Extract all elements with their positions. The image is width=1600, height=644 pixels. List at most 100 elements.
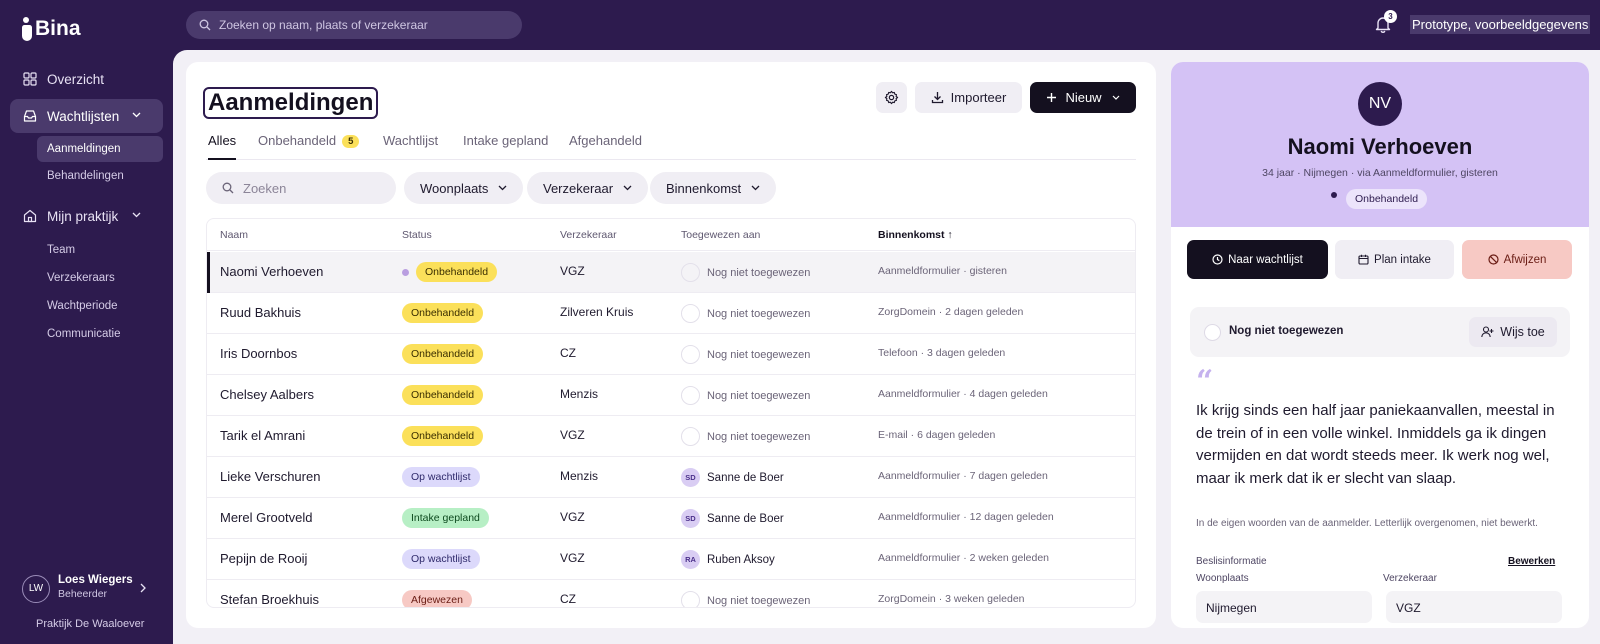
nav-my-practice-label: Mijn praktijk xyxy=(47,208,119,224)
column-arrival[interactable]: Binnenkomst ↑ xyxy=(878,229,953,241)
user-name: Loes Wiegers xyxy=(58,574,133,586)
column-name[interactable]: Naam xyxy=(220,229,249,241)
detail-header: NV Naomi Verhoeven 34 jaar · Nijmegen · … xyxy=(1171,62,1589,227)
arrival-info: Aanmeldformulier · 4 dagen geleden xyxy=(878,388,1048,400)
edit-link[interactable]: Bewerken xyxy=(1508,556,1556,567)
column-assignee[interactable]: Toegewezen aan xyxy=(681,229,761,241)
quote-icon: “ xyxy=(1196,364,1214,399)
assignee[interactable]: Nog niet toegewezen xyxy=(681,304,810,323)
tab-unprocessed[interactable]: Onbehandeld 5 xyxy=(258,133,360,160)
nav-waitlists[interactable]: Wachtlijsten xyxy=(10,99,163,133)
arrival-info: ZorgDomein · 3 weken geleden xyxy=(878,593,1025,605)
field-label-city: Woonplaats xyxy=(1196,573,1249,584)
assignment-status: Nog niet toegewezen xyxy=(1229,325,1344,337)
nav-insurers[interactable]: Verzekeraars xyxy=(47,272,115,284)
arrival-info: ZorgDomein · 2 dagen geleden xyxy=(878,306,1024,318)
filter-insurer[interactable]: Verzekeraar xyxy=(527,172,649,204)
to-waitlist-button[interactable]: Naar wachtlijst xyxy=(1187,240,1328,279)
search-icon xyxy=(199,19,211,31)
table-row[interactable]: Stefan Broekhuis Afgewezen CZ Nog niet toeg… xyxy=(207,580,1135,607)
assignee[interactable]: Nog niet toegewezen xyxy=(681,591,811,607)
assignee[interactable]: Nog niet toegewezen xyxy=(681,386,810,405)
assignee[interactable]: Nog niet toegewezen xyxy=(681,427,810,446)
arrival-info: Aanmeldformulier · 12 dagen geleden xyxy=(878,511,1054,523)
quote-note: In de eigen woorden van de aanmelder. Le… xyxy=(1196,518,1538,529)
registrations-card xyxy=(186,62,1156,628)
chevron-down-icon xyxy=(1112,95,1119,100)
table-row[interactable]: Chelsey Aalbers Onbehandeld Menzis Nog niet… xyxy=(207,375,1135,416)
global-search-input[interactable]: Zoeken op naam, plaats of verzekeraar xyxy=(186,11,522,39)
tab-waitlist[interactable]: Wachtlijst xyxy=(383,133,438,160)
avatar: RA xyxy=(681,550,700,569)
plan-intake-button[interactable]: Plan intake xyxy=(1335,240,1454,279)
reject-button[interactable]: Afwijzen xyxy=(1462,240,1572,279)
insurer: Zilveren Kruis xyxy=(560,305,634,319)
nav-overview[interactable]: Overzicht xyxy=(10,62,163,96)
prototype-label: Prototype, voorbeeldgegevens xyxy=(1410,15,1591,34)
insurer: VGZ xyxy=(560,551,585,565)
plus-icon xyxy=(1047,93,1057,102)
chevron-right-icon xyxy=(140,583,146,593)
empty-avatar xyxy=(681,427,700,446)
insurer: CZ xyxy=(560,592,576,606)
table-row[interactable]: Naomi Verhoeven Onbehandeld VGZ Nog niet to… xyxy=(207,252,1135,293)
applicant-name: Naomi Verhoeven xyxy=(220,264,324,279)
insurer-field[interactable]: VGZ xyxy=(1386,591,1562,623)
assignee-name: Nog niet toegewezen xyxy=(707,430,811,443)
table-row[interactable]: Merel Grootveld Intake gepland VGZ SD Sanne … xyxy=(207,498,1135,539)
user-menu[interactable]: LW Loes Wiegers Beheerder xyxy=(22,572,162,608)
table-header: Naam Status Verzekeraar Toegewezen aan B… xyxy=(207,219,1135,251)
registrations-table: Naam Status Verzekeraar Toegewezen aan B… xyxy=(206,218,1136,608)
tab-intake-planned[interactable]: Intake gepland xyxy=(463,133,548,160)
settings-button[interactable] xyxy=(876,82,907,113)
search-icon xyxy=(222,182,234,194)
avatar: NV xyxy=(1358,82,1402,126)
assignee[interactable]: RA Ruben Aksoy xyxy=(681,550,775,569)
column-insurer[interactable]: Verzekeraar xyxy=(560,229,617,241)
app-logo[interactable]: Bina xyxy=(22,17,81,41)
user-plus-icon xyxy=(1481,326,1494,338)
filter-city[interactable]: Woonplaats xyxy=(404,172,524,204)
reject-label: Afwijzen xyxy=(1503,253,1547,266)
nav-communication[interactable]: Communicatie xyxy=(47,328,121,340)
status-badge: Onbehandeld xyxy=(402,385,484,405)
nav-behandelingen[interactable]: Behandelingen xyxy=(47,170,124,182)
to-waitlist-label: Naar wachtlijst xyxy=(1228,253,1303,266)
table-row[interactable]: Pepijn de Rooij Op wachtlijst VGZ RA Ruben A… xyxy=(207,539,1135,580)
table-row[interactable]: Iris Doornbos Onbehandeld CZ Nog niet toege… xyxy=(207,334,1135,375)
nav-aanmeldingen[interactable]: Aanmeldingen xyxy=(37,136,163,162)
assign-button[interactable]: Wijs toe xyxy=(1469,317,1557,347)
import-button[interactable]: Importeer xyxy=(915,82,1022,113)
status-badge: Onbehandeld xyxy=(402,426,484,446)
insurer: CZ xyxy=(560,346,576,360)
user-role: Beheerder xyxy=(58,588,108,600)
arrival-info: Telefoon · 3 dagen geleden xyxy=(878,347,1006,359)
table-search-input[interactable]: Zoeken xyxy=(206,172,396,204)
assignee-name: Nog niet toegewezen xyxy=(707,594,811,607)
nav-my-practice[interactable]: Mijn praktijk xyxy=(10,199,163,233)
chevron-down-icon xyxy=(132,212,141,218)
table-row[interactable]: Ruud Bakhuis Onbehandeld Zilveren Kruis Nog… xyxy=(207,293,1135,334)
selected-indicator xyxy=(402,269,409,276)
table-search-placeholder: Zoeken xyxy=(243,180,287,196)
tab-completed[interactable]: Afgehandeld xyxy=(569,133,642,160)
new-button[interactable]: Nieuw xyxy=(1030,82,1136,113)
tab-unprocessed-label: Onbehandeld xyxy=(258,133,337,148)
tab-completed-label: Afgehandeld xyxy=(569,133,643,148)
tab-all[interactable]: Alles xyxy=(208,133,237,160)
assignee[interactable]: Nog niet toegewezen xyxy=(681,263,810,282)
assignee[interactable]: SD Sanne de Boer xyxy=(681,509,784,528)
practice-name: Praktijk De Waaloever xyxy=(36,618,145,630)
city-field[interactable]: Nijmegen xyxy=(1196,591,1372,623)
nav-team[interactable]: Team xyxy=(47,244,76,256)
nav-waiting-period[interactable]: Wachtperiode xyxy=(47,300,118,312)
table-row[interactable]: Lieke Verschuren Op wachtlijst Menzis SD San… xyxy=(207,457,1135,498)
nav-overview-label: Overzicht xyxy=(47,71,105,87)
table-row[interactable]: Tarik el Amrani Onbehandeld VGZ Nog niet to… xyxy=(207,416,1135,457)
applicant-name: Ruud Bakhuis xyxy=(220,305,301,320)
insurer: VGZ xyxy=(560,428,585,442)
assignee[interactable]: Nog niet toegewezen xyxy=(681,345,810,364)
column-status[interactable]: Status xyxy=(402,229,432,241)
filter-arrival[interactable]: Binnenkomst xyxy=(650,172,777,204)
assignee[interactable]: SD Sanne de Boer xyxy=(681,468,784,487)
